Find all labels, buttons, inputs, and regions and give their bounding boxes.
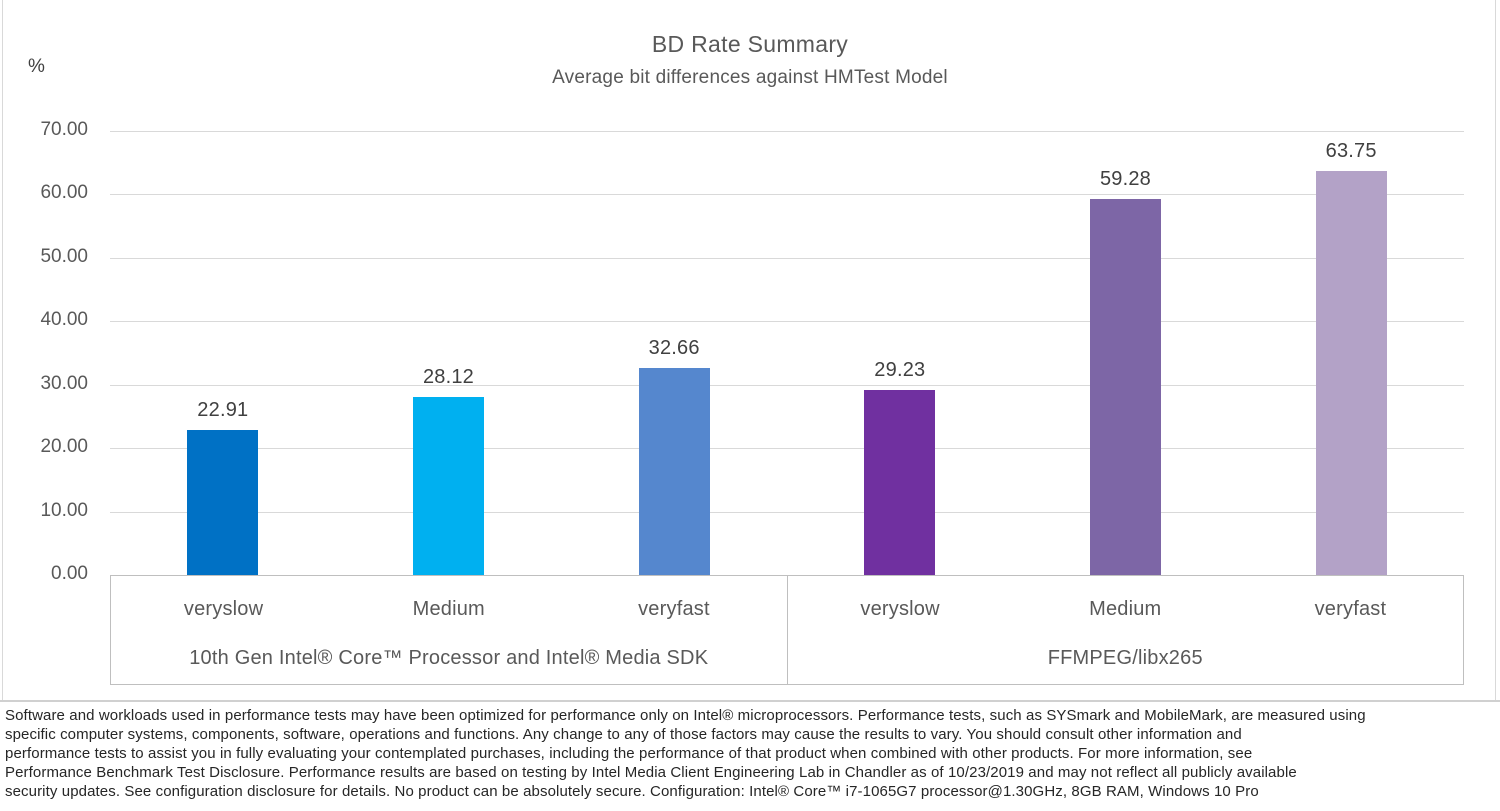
data-label: 22.91 (197, 398, 249, 421)
plot-area: 22.91 28.12 32.66 29.23 59.28 63.75 (110, 131, 1464, 576)
disclaimer-text: Software and workloads used in performan… (5, 706, 1497, 801)
bar-medium-group1 (413, 396, 484, 575)
chart-frame-left-border (2, 0, 3, 701)
data-label: 28.12 (422, 365, 475, 388)
category-label-row: veryslow Medium veryfast (111, 576, 787, 621)
gridline (110, 384, 1464, 386)
y-axis-tick-label: 30.00 (40, 372, 88, 394)
footer-line: Software and workloads used in performan… (5, 707, 1366, 724)
y-axis-tick-label: 0.00 (51, 563, 88, 584)
gridline (110, 194, 1464, 196)
bar-medium-group2 (1090, 199, 1161, 575)
chart-frame-right-border (1495, 0, 1496, 701)
gridline (110, 131, 1464, 132)
bar-veryfast-group1 (638, 367, 710, 575)
y-axis-tick-label: 60.00 (40, 182, 88, 204)
footer-line: specific computer systems, components, s… (5, 726, 1242, 743)
footer-line: Performance Benchmark Test Disclosure. P… (5, 764, 1297, 781)
data-label: 29.23 (874, 358, 926, 381)
footer-line: performance tests to assist you in fully… (5, 745, 1253, 762)
gridline (110, 448, 1464, 450)
group-label-intel: 10th Gen Intel® Core™ Processor and Inte… (189, 647, 709, 669)
chart-title: BD Rate Summary (651, 31, 849, 57)
category-label: veryfast (638, 598, 710, 620)
category-label-row: veryslow Medium veryfast (788, 576, 1464, 621)
y-axis-tick-label: 40.00 (40, 309, 88, 331)
group-label-ffmpeg: FFMPEG/libx265 (1047, 647, 1203, 669)
y-axis: 70.00 60.00 50.00 40.00 30.00 20.00 10.00 0.00 (16, 119, 88, 584)
gridline (110, 511, 1464, 513)
y-axis-tick-label: 50.00 (40, 245, 88, 267)
bar-veryslow-group2 (864, 389, 936, 575)
y-axis-tick-label: 70.00 (40, 119, 88, 140)
category-label: veryslow (860, 598, 940, 620)
category-label: veryfast (1314, 598, 1387, 620)
category-label: Medium (1089, 598, 1162, 620)
data-label: 63.75 (1325, 139, 1377, 162)
category-group-ffmpeg: veryslow Medium veryfast FFMPEG/libx265 (786, 576, 1464, 684)
chart-footer-divider (0, 700, 1500, 702)
bar-veryfast-group2 (1315, 170, 1387, 575)
y-axis-tick-label: 10.00 (40, 499, 88, 521)
data-label: 32.66 (648, 336, 700, 359)
category-axis: veryslow Medium veryfast 10th Gen Intel®… (110, 575, 1464, 685)
y-axis-tick-label: 20.00 (40, 436, 88, 458)
category-label: Medium (412, 598, 485, 620)
gridline (110, 257, 1464, 259)
category-label: veryslow (183, 598, 264, 620)
chart-subtitle: Average bit differences against HMTest M… (552, 67, 948, 88)
gridline (110, 321, 1464, 323)
bar-veryslow-group1 (187, 429, 259, 575)
footer-line: security updates. See configuration disc… (5, 783, 1259, 800)
y-axis-unit-label: % (28, 56, 45, 77)
category-group-intel: veryslow Medium veryfast 10th Gen Intel®… (111, 576, 787, 684)
data-label: 59.28 (1099, 168, 1152, 190)
